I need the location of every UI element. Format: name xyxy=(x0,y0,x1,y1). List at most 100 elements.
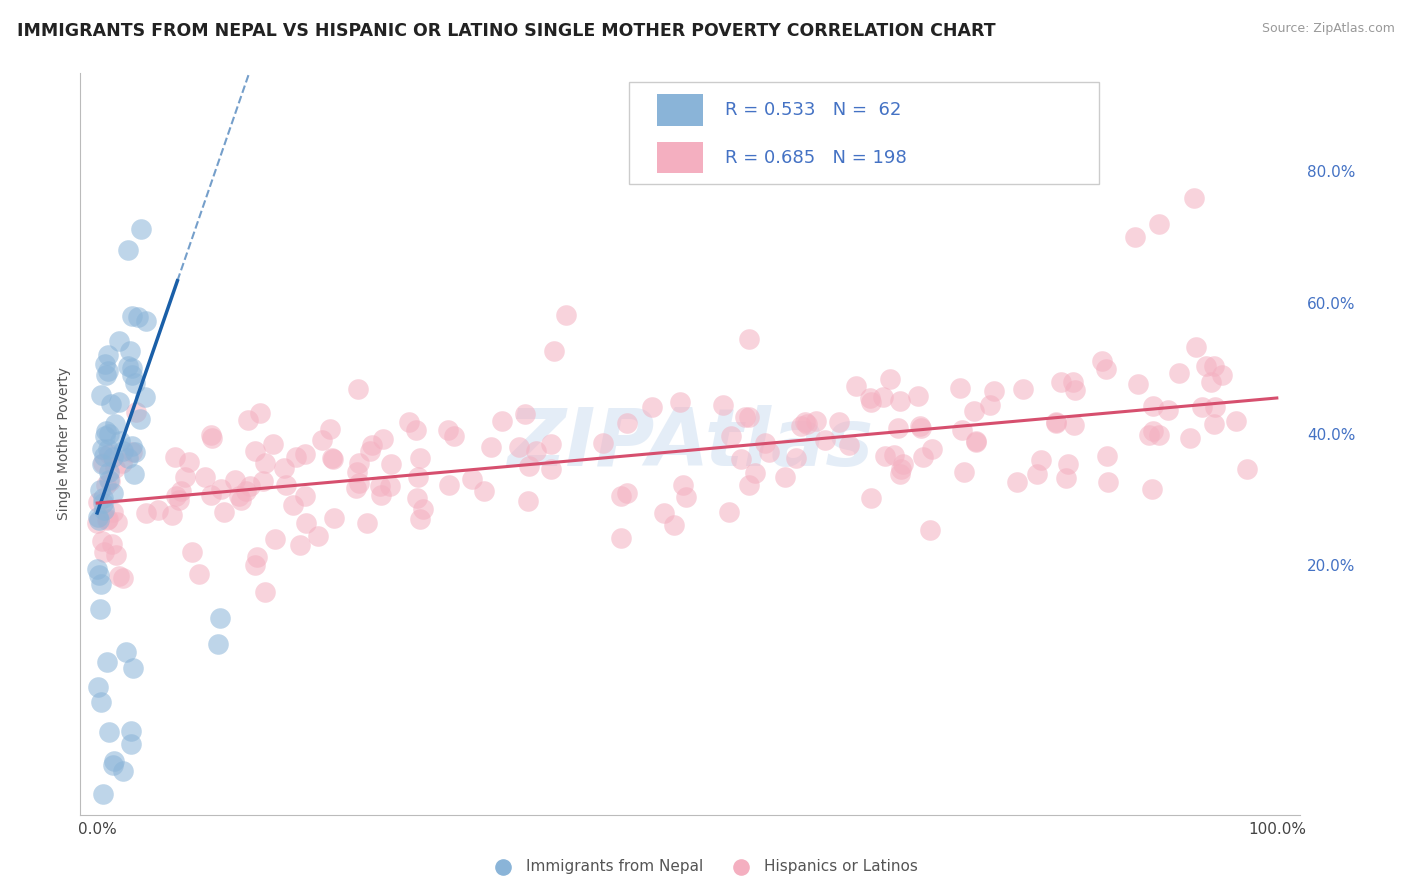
Point xyxy=(1225,414,1247,428)
Point xyxy=(98,475,121,489)
Point xyxy=(209,482,232,496)
Point xyxy=(1167,366,1189,380)
Point xyxy=(508,441,530,455)
Y-axis label: Single Mother Poverty: Single Mother Poverty xyxy=(58,368,72,520)
Point xyxy=(1054,471,1077,485)
Point xyxy=(170,483,193,498)
Point xyxy=(616,416,638,430)
Point xyxy=(1025,467,1047,481)
Point xyxy=(93,544,115,558)
Point xyxy=(98,473,121,487)
Point xyxy=(1091,354,1114,368)
Point xyxy=(711,398,734,412)
Point xyxy=(89,696,111,710)
FancyBboxPatch shape xyxy=(628,82,1099,185)
Point xyxy=(91,457,114,471)
Point xyxy=(93,502,115,516)
Point xyxy=(243,443,266,458)
Point xyxy=(111,444,134,458)
Point xyxy=(322,511,344,525)
Point xyxy=(662,518,685,533)
Point xyxy=(1147,217,1170,231)
Point xyxy=(243,558,266,572)
Point xyxy=(1005,475,1028,490)
Point xyxy=(654,506,676,520)
Point xyxy=(91,787,114,801)
Point xyxy=(744,466,766,480)
Point xyxy=(117,450,139,465)
Point xyxy=(112,571,135,585)
Point xyxy=(97,447,120,461)
Point xyxy=(111,456,134,470)
Point xyxy=(86,516,108,530)
Point xyxy=(965,434,987,449)
Point xyxy=(112,764,135,778)
Point xyxy=(406,491,429,505)
Point xyxy=(125,405,148,419)
Point xyxy=(524,443,547,458)
Point xyxy=(94,429,117,443)
Point xyxy=(90,577,112,591)
Point xyxy=(307,529,329,543)
Point xyxy=(838,437,860,451)
Point xyxy=(294,447,316,461)
Point xyxy=(1211,368,1233,383)
Point xyxy=(108,434,131,449)
Point xyxy=(93,449,115,463)
Point xyxy=(124,467,146,481)
Point xyxy=(785,450,807,465)
Point xyxy=(1063,417,1085,432)
Point xyxy=(911,450,934,465)
Point xyxy=(1126,376,1149,391)
Point xyxy=(311,434,333,448)
Point xyxy=(879,372,901,386)
Point xyxy=(165,450,187,465)
Point xyxy=(370,488,392,502)
Point xyxy=(398,415,420,429)
Legend: Immigrants from Nepal, Hispanics or Latinos: Immigrants from Nepal, Hispanics or Lati… xyxy=(482,853,924,880)
Point xyxy=(412,501,434,516)
Point xyxy=(193,469,215,483)
Point xyxy=(347,475,370,490)
Point xyxy=(828,416,851,430)
Point xyxy=(675,490,697,504)
Point xyxy=(127,310,149,325)
Point xyxy=(371,432,394,446)
Point xyxy=(554,309,576,323)
Point xyxy=(253,585,276,599)
Point xyxy=(121,439,143,453)
Point xyxy=(208,611,231,625)
Point xyxy=(200,427,222,442)
Point xyxy=(239,479,262,493)
Point xyxy=(91,491,114,506)
Point xyxy=(889,394,911,409)
Point xyxy=(610,489,633,503)
Point xyxy=(1137,427,1160,442)
Point xyxy=(965,434,987,448)
Point xyxy=(273,461,295,475)
Point xyxy=(90,534,112,549)
Point xyxy=(246,550,269,565)
Point xyxy=(86,495,108,509)
Point xyxy=(91,496,114,510)
Point xyxy=(96,655,118,669)
Point xyxy=(344,481,367,495)
Point xyxy=(274,478,297,492)
Point xyxy=(96,513,118,527)
Point xyxy=(516,493,538,508)
Point xyxy=(294,489,316,503)
Point xyxy=(1062,375,1084,389)
Point xyxy=(1202,417,1225,431)
Point xyxy=(135,507,157,521)
Point xyxy=(201,431,224,445)
Point xyxy=(1199,376,1222,390)
Point xyxy=(804,413,827,427)
Point xyxy=(754,436,776,450)
Point xyxy=(148,502,170,516)
Point xyxy=(1142,425,1164,439)
Point xyxy=(672,478,695,492)
Point xyxy=(1045,416,1067,430)
Point xyxy=(321,450,343,465)
Point xyxy=(734,410,756,425)
Text: Source: ZipAtlas.com: Source: ZipAtlas.com xyxy=(1261,22,1395,36)
